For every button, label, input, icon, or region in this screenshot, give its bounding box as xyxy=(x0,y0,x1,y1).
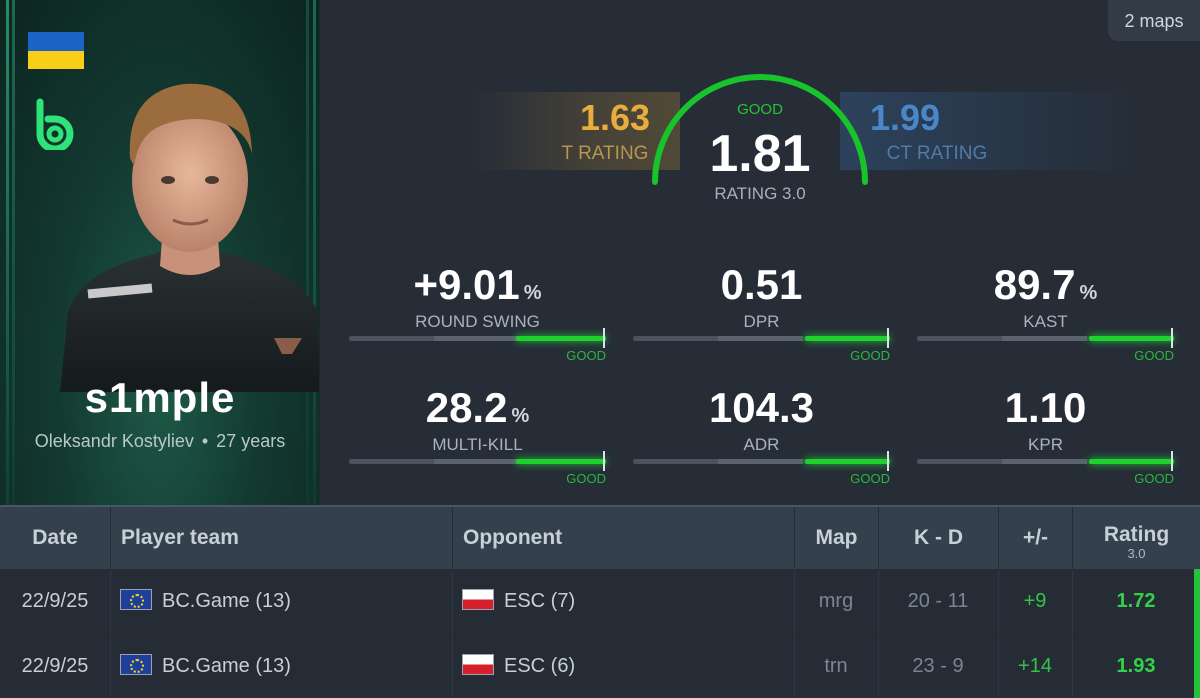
cell-map: mrg xyxy=(818,590,854,612)
table-header: Date Player team Opponent Map K - D +/- … xyxy=(0,505,1200,569)
stat-bar-fill xyxy=(1089,459,1174,464)
stat-bar-fill xyxy=(805,459,890,464)
cell-rating: 1.72 xyxy=(1116,590,1156,612)
t-rating-label: T RATING xyxy=(561,143,649,164)
stat-value: +9.01% xyxy=(413,261,542,308)
rating-accent-bar xyxy=(1194,569,1200,698)
stat-value: 1.10 xyxy=(1004,384,1087,431)
cell-player-team[interactable]: BC.Game (13) xyxy=(120,569,450,633)
header-rating-label: Rating xyxy=(1103,523,1170,546)
stat-grade: GOOD xyxy=(566,471,606,486)
rating-value: 1.81 xyxy=(709,125,811,183)
player-card[interactable]: s1mple Oleksandr Kostyliev • 27 years xyxy=(0,0,320,505)
header-player-team[interactable]: Player team xyxy=(110,507,452,569)
bc-game-logo-icon[interactable] xyxy=(30,98,80,150)
player-age: 27 years xyxy=(216,431,286,451)
stat-round-swing: +9.01% ROUND SWING GOOD xyxy=(349,262,606,372)
stat-bar-marker xyxy=(603,451,605,471)
ct-rating-band xyxy=(840,92,1135,170)
team-name: BC.Game (13) xyxy=(162,590,291,612)
stat-multi-kill: 28.2% MULTI-KILL GOOD xyxy=(349,385,606,495)
header-opponent[interactable]: Opponent xyxy=(452,507,794,569)
stat-label: KPR xyxy=(1028,435,1063,454)
stat-grade: GOOD xyxy=(1134,348,1174,363)
team-name: BC.Game (13) xyxy=(162,655,291,677)
rating-gauge xyxy=(652,74,868,185)
maps-count-badge[interactable]: 2 maps xyxy=(1108,0,1200,41)
header-plus-minus[interactable]: +/- xyxy=(998,507,1072,569)
stat-bar-marker xyxy=(1171,451,1173,471)
t-rating-band xyxy=(470,92,680,170)
stat-bar-marker xyxy=(887,451,889,471)
header-map[interactable]: Map xyxy=(794,507,878,569)
stat-kast: 89.7% KAST GOOD xyxy=(917,262,1174,372)
cell-kd: 20 - 11 xyxy=(907,590,969,612)
table-row[interactable]: 22/9/25 BC.Game (13) ESC (6) trn 23 - 9 +14 1.… xyxy=(0,634,1200,698)
header-rating-sub: 3.0 xyxy=(1127,546,1146,561)
stat-bar-marker xyxy=(887,328,889,348)
stat-grade: GOOD xyxy=(850,471,890,486)
cell-plus-minus: +14 xyxy=(1018,655,1052,677)
matches-table: Date Player team Opponent Map K - D +/- … xyxy=(0,505,1200,698)
ukraine-flag-icon xyxy=(28,32,84,69)
opponent-name: ESC (6) xyxy=(504,655,576,677)
cell-plus-minus: +9 xyxy=(1023,590,1047,612)
poland-flag-icon xyxy=(462,589,494,611)
stat-bar-marker xyxy=(1171,328,1173,348)
cell-opponent[interactable]: ESC (6) xyxy=(462,634,792,698)
header-kd[interactable]: K - D xyxy=(878,507,998,569)
ct-rating-value: 1.99 xyxy=(869,97,941,138)
cell-date: 22/9/25 xyxy=(21,655,89,677)
opponent-name: ESC (7) xyxy=(504,590,576,612)
cell-opponent[interactable]: ESC (7) xyxy=(462,569,792,633)
stat-bar-fill xyxy=(1089,336,1174,341)
stat-value: 28.2% xyxy=(425,384,530,431)
stat-grade: GOOD xyxy=(1134,471,1174,486)
player-stats-panel: s1mple Oleksandr Kostyliev • 27 years 2 ma… xyxy=(0,0,1200,505)
stat-bar-fill xyxy=(805,336,890,341)
stat-label: DPR xyxy=(743,312,780,331)
stat-bar-fill xyxy=(516,459,606,464)
stat-unit: % xyxy=(1079,282,1098,304)
stat-adr: 104.3 ADR GOOD xyxy=(633,385,890,495)
separator-dot: • xyxy=(201,431,209,451)
cell-date: 22/9/25 xyxy=(21,590,89,612)
rating-grade: GOOD xyxy=(737,101,783,118)
stat-label: MULTI-KILL xyxy=(432,435,523,454)
header-date[interactable]: Date xyxy=(32,526,78,549)
eu-flag-icon xyxy=(120,654,152,676)
stat-unit: % xyxy=(523,282,542,304)
player-full-name: Oleksandr Kostyliev xyxy=(34,431,194,451)
stat-grade: GOOD xyxy=(850,348,890,363)
stat-bar-marker xyxy=(603,328,605,348)
cell-player-team[interactable]: BC.Game (13) xyxy=(120,634,450,698)
t-rating-value: 1.63 xyxy=(579,97,651,138)
stat-dpr: 0.51 DPR GOOD xyxy=(633,262,890,372)
table-row[interactable]: 22/9/25 BC.Game (13) ESC (7) mrg 20 - 11 +9 1.… xyxy=(0,569,1200,633)
stat-unit: % xyxy=(511,405,530,427)
stat-bar-fill xyxy=(516,336,606,341)
eu-flag-icon xyxy=(120,589,152,611)
cell-map: trn xyxy=(824,655,848,677)
poland-flag-icon xyxy=(462,654,494,676)
stat-value: 104.3 xyxy=(708,384,815,431)
stat-grade: GOOD xyxy=(566,348,606,363)
stat-label: KAST xyxy=(1023,312,1068,331)
player-photo xyxy=(60,83,319,392)
ct-rating-label: CT RATING xyxy=(886,143,988,164)
rating-label: RATING 3.0 xyxy=(714,184,806,203)
stat-kpr: 1.10 KPR GOOD xyxy=(917,385,1174,495)
header-rating[interactable]: Rating 3.0 xyxy=(1072,507,1200,569)
cell-rating: 1.93 xyxy=(1116,655,1156,677)
cell-kd: 23 - 9 xyxy=(912,655,964,677)
player-nickname: s1mple xyxy=(84,374,236,421)
stat-label: ROUND SWING xyxy=(415,312,540,331)
stat-label: ADR xyxy=(743,435,780,454)
stat-value: 0.51 xyxy=(720,261,803,308)
player-details: Oleksandr Kostyliev • 27 years xyxy=(0,431,319,452)
stat-value: 89.7% xyxy=(993,261,1098,308)
